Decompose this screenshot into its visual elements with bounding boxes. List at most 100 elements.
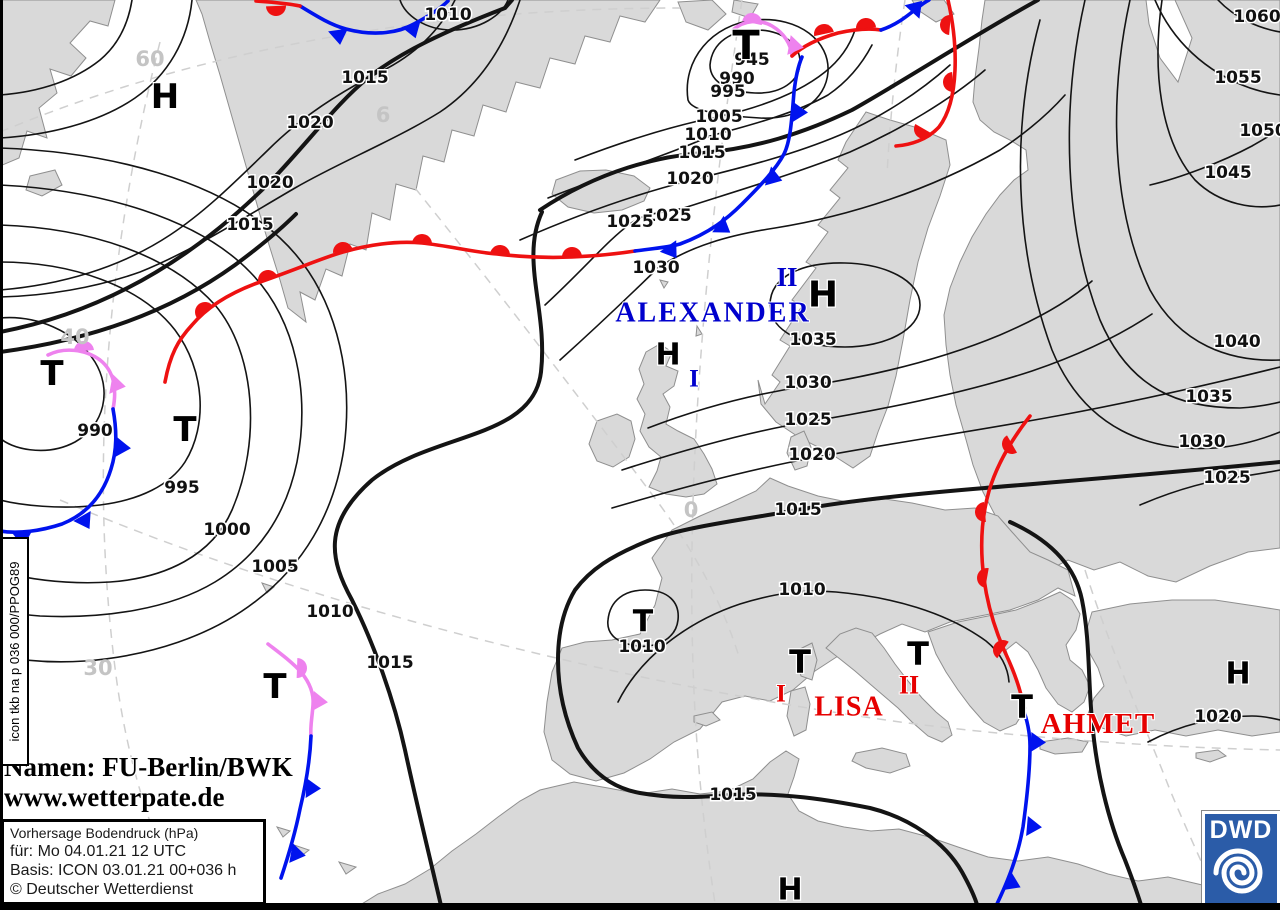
isobar-label: 1035 — [789, 330, 836, 350]
forecast-legend-box: Vorhersage Bodendruck (hPa) für: Mo 04.0… — [1, 819, 266, 905]
isobar-label: 1015 — [774, 500, 821, 520]
isobar-1015-bold-ionian — [1008, 520, 1144, 910]
land-sicily — [851, 747, 911, 774]
isobar-995-west — [0, 261, 201, 508]
land-island — [25, 169, 63, 197]
land-turkey — [1085, 599, 1280, 737]
credit-names: Namen: FU-Berlin/BWK — [4, 752, 293, 782]
isobar-1010-iberia — [607, 589, 679, 647]
isobar-1005 — [574, 29, 856, 161]
isobar-label: 1010 — [306, 602, 353, 622]
product-code-box: icon tkb na p 036 000/PPOG89 — [1, 537, 29, 766]
high-center-letter: H — [1225, 657, 1250, 692]
isobar-label: 1010 — [424, 5, 471, 25]
isobar-label: 1030 — [784, 373, 831, 393]
system-name-label: I — [776, 681, 786, 708]
isobar-1040 — [1115, 0, 1280, 361]
isobar-label: 1060 — [1233, 7, 1280, 27]
credit-block: Namen: FU-Berlin/BWK www.wetterpate.de — [4, 752, 293, 812]
low-center-letter: T — [732, 23, 760, 69]
legend-copyright: © Deutscher Wetterdienst — [10, 881, 194, 898]
high-center-letter: H — [655, 338, 680, 373]
land-balearics — [693, 711, 721, 727]
high-center-letter: H — [808, 275, 838, 316]
legend-title: Vorhersage Bodendruck (hPa) — [10, 825, 199, 841]
cold-front-ahmet — [994, 704, 1032, 908]
isobar-1025-scand — [621, 313, 1153, 471]
front-layer — [0, 0, 1047, 908]
graticule-label: 60 — [135, 47, 164, 71]
land-russia — [943, 0, 1280, 583]
isobar-1030 — [559, 94, 1066, 361]
land-crete — [1039, 737, 1089, 755]
isobar-label: 990 — [77, 421, 113, 441]
isobar-label: 995 — [164, 478, 200, 498]
isobar-1020-turkey — [1147, 715, 1280, 743]
legend-valid-time: für: Mo 04.01.21 12 UTC — [10, 843, 187, 860]
graticule-line — [414, 187, 741, 661]
isobar-label: 1020 — [788, 445, 835, 465]
isobar-label: 1005 — [251, 557, 298, 577]
land-shetland — [695, 324, 703, 337]
land-greenland — [195, 0, 661, 324]
graticule-label: 40 — [60, 325, 89, 349]
isobar-label: 1000 — [203, 520, 250, 540]
occluded-front-west — [46, 348, 117, 411]
isobar-label: 1025 — [1203, 468, 1250, 488]
occluded-front-south — [266, 642, 315, 738]
system-name-label: II — [776, 262, 797, 292]
low-center-letter: T — [1011, 688, 1033, 726]
sea-strait — [1145, 0, 1193, 84]
land-svalbard — [677, 0, 727, 31]
system-name-label: LISA — [814, 692, 883, 723]
map-bottom-border — [0, 903, 1280, 910]
cold-front-west — [0, 407, 118, 534]
isobar-label: 1010 — [778, 580, 825, 600]
isobar-1055 — [1154, 0, 1280, 96]
high-center-letter: H — [777, 873, 802, 908]
isobar-1015-bold-atlantic — [332, 210, 545, 910]
isobar-label: 1020 — [666, 169, 713, 189]
isobar-label: 1015 — [366, 653, 413, 673]
credit-url: www.wetterpate.de — [4, 782, 225, 812]
system-name-label: I — [689, 366, 699, 393]
isobar-1010-med — [617, 590, 1010, 703]
land-cyprus — [1195, 749, 1228, 763]
low-center-letter: T — [263, 667, 287, 707]
isobar-label: 1010 — [618, 637, 665, 657]
isobar-label: 1015 — [709, 785, 756, 805]
isobar-label: 1035 — [1185, 387, 1232, 407]
land-sardinia — [786, 686, 811, 737]
isobar-label: 1010 — [684, 125, 731, 145]
graticule-label: 0 — [684, 498, 699, 522]
land-uk — [636, 343, 718, 498]
land-scandinavia — [757, 111, 951, 469]
low-center-letter: T — [633, 605, 654, 640]
isobar-label: 1045 — [1204, 163, 1251, 183]
isobar-1015-bold-nw — [0, 0, 514, 334]
dwd-logo: DWD — [1201, 810, 1280, 908]
system-name-label: II — [899, 671, 919, 700]
map-left-border — [0, 0, 3, 910]
isobar-label: 945 — [734, 50, 770, 70]
isobar-1020 — [519, 64, 951, 241]
isobar-label: 1030 — [632, 258, 679, 278]
isobar-1035-russia — [1068, 0, 1280, 409]
graticule-label: 6 — [376, 103, 391, 127]
isobar-1045 — [1157, 0, 1280, 208]
isobar-label: 1020 — [246, 173, 293, 193]
isobar-label: 1020 — [286, 113, 333, 133]
isobar-label: 1005 — [695, 107, 742, 127]
isobar-1030-russia — [1019, 19, 1280, 450]
isobar-1020-scand — [611, 366, 1280, 509]
product-code-text: icon tkb na p 036 000/PPOG89 — [7, 561, 22, 742]
legend-model-basis: Basis: ICON 03.01.21 00+036 h — [10, 862, 237, 879]
isobar-1015-bold-west — [0, 212, 298, 354]
isobar-1025 — [544, 69, 986, 306]
isobar-nw-small2 — [0, 0, 193, 139]
isobar-label: 995 — [710, 82, 746, 102]
cold-front-top — [298, 0, 450, 35]
isobar-1020-nw2 — [0, 0, 521, 298]
